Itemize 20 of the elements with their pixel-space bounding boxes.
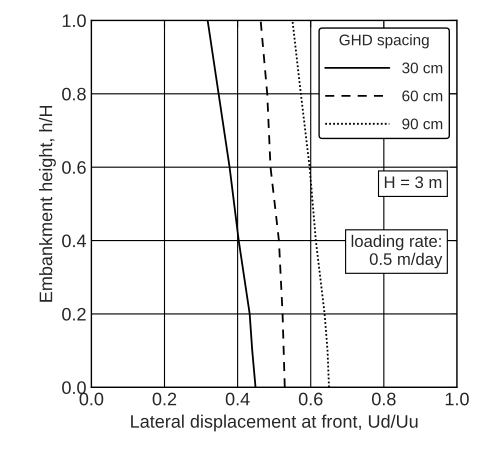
x-axis-title: Lateral displacement at front, Ud/Uu [131,414,418,432]
x-tick-label: 0.4 [226,392,250,406]
y-tick-label: 0.4 [62,234,86,248]
y-tick-label: 0.2 [62,308,86,321]
x-tick-label: 1.0 [446,392,469,406]
legend-label: 60 cm [402,90,442,102]
annotation: loading rate: 0.5 m/day [352,234,442,268]
x-tick-label: 0.0 [80,392,104,406]
y-tick-label: 0.8 [62,88,86,100]
y-axis-title: Embankment height, h/H [39,106,56,302]
x-tick-label: 0.6 [298,392,322,406]
x-tick-label: 0.2 [152,392,176,406]
y-tick-label: 0.6 [62,161,86,174]
legend-label: 30 cm [402,62,442,74]
annotation: H = 3 m [384,176,442,188]
legend-label: 90 cm [402,118,442,130]
y-tick-label: 0.0 [62,381,86,394]
x-tick-label: 0.8 [372,392,396,406]
y-tick-label: 1.0 [62,14,86,28]
legend-title: GHD spacing [340,34,429,48]
